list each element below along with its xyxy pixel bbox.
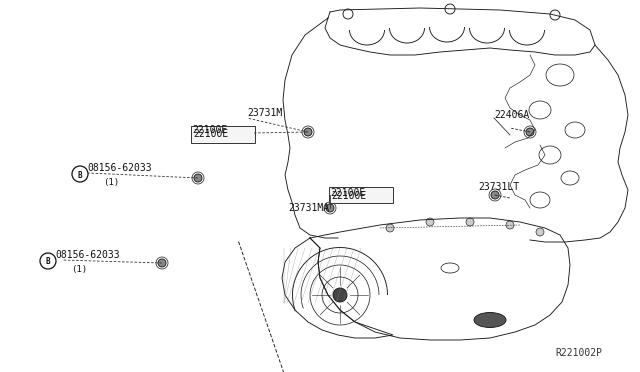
Circle shape: [491, 191, 499, 199]
Circle shape: [386, 224, 394, 232]
Circle shape: [506, 221, 514, 229]
Text: B: B: [77, 170, 83, 180]
Text: 22100E: 22100E: [330, 188, 365, 198]
Text: 22100E: 22100E: [331, 191, 366, 201]
Circle shape: [526, 128, 534, 136]
Text: 08156-62033: 08156-62033: [55, 250, 120, 260]
Text: 23731MA: 23731MA: [288, 203, 329, 213]
Text: 22100E: 22100E: [192, 125, 227, 135]
Text: (1): (1): [103, 178, 119, 187]
Text: 08156-62033: 08156-62033: [87, 163, 152, 173]
Circle shape: [326, 204, 334, 212]
Circle shape: [158, 259, 166, 267]
Circle shape: [466, 218, 474, 226]
Ellipse shape: [474, 312, 506, 327]
FancyBboxPatch shape: [329, 187, 393, 203]
Text: 23731LT: 23731LT: [478, 182, 519, 192]
Text: 23731M: 23731M: [247, 108, 282, 118]
FancyBboxPatch shape: [191, 126, 255, 143]
Circle shape: [536, 228, 544, 236]
Text: 22406A: 22406A: [494, 110, 529, 120]
Circle shape: [194, 174, 202, 182]
Text: 22100E: 22100E: [193, 129, 228, 139]
Text: (1): (1): [71, 265, 87, 274]
Circle shape: [304, 128, 312, 136]
Circle shape: [426, 218, 434, 226]
Circle shape: [333, 288, 347, 302]
Text: R221002P: R221002P: [555, 348, 602, 358]
Text: B: B: [45, 257, 51, 266]
